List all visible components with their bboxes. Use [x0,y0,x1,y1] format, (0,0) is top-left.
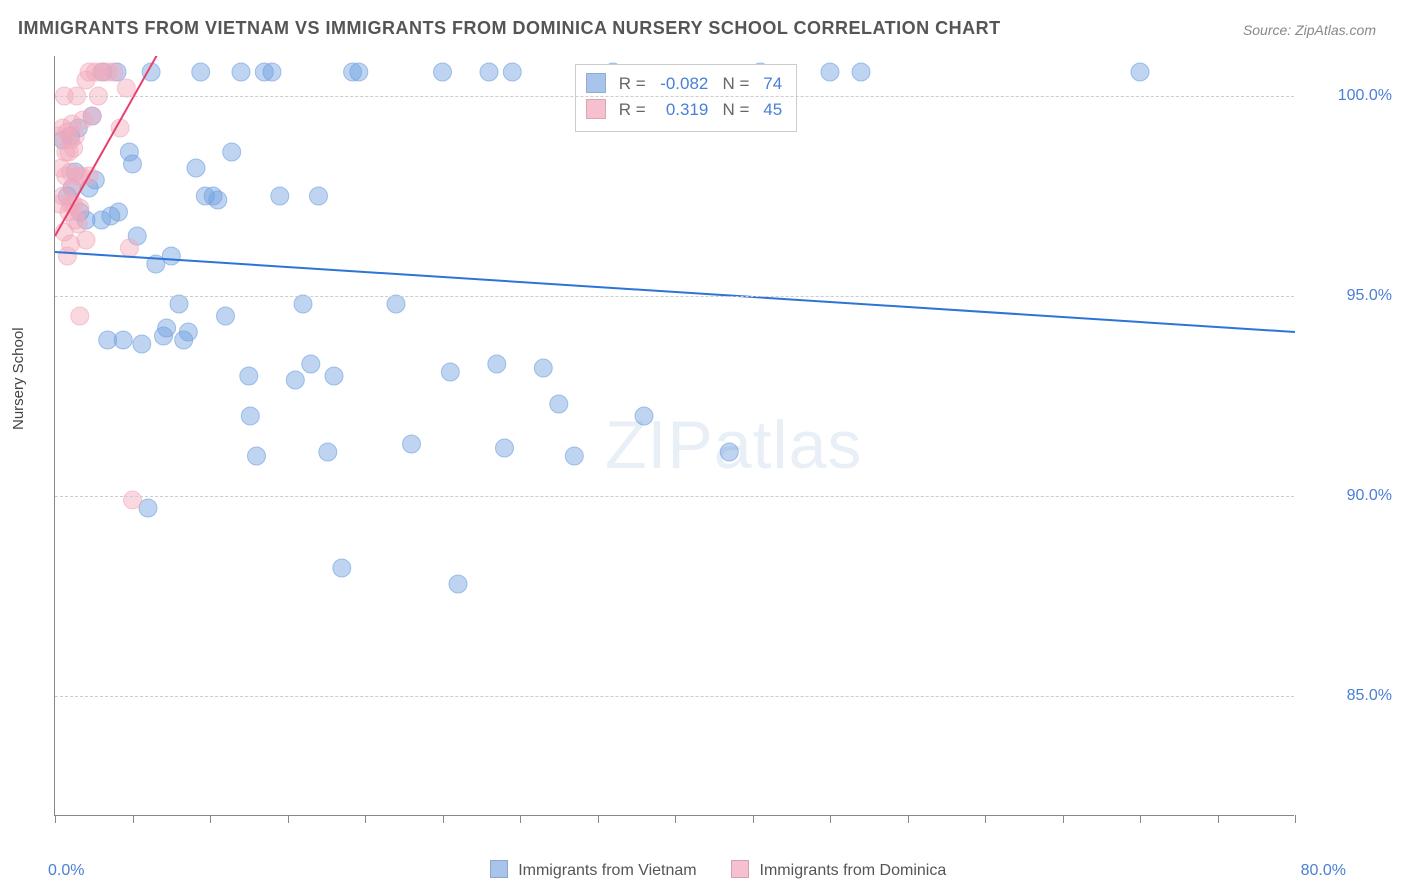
data-point [209,191,227,209]
data-point [496,439,514,457]
x-tick [908,815,909,823]
data-point [821,63,839,81]
data-point [550,395,568,413]
data-point [66,127,84,145]
watermark: ZIPatlas [605,406,862,484]
data-point [488,355,506,373]
data-point [403,435,421,453]
data-point [124,491,142,509]
y-axis-label: Nursery School [10,327,27,430]
regression-line [55,252,1295,332]
stats-legend: R = -0.082 N = 74 R = 0.319 N = 45 [575,64,797,132]
data-point [1131,63,1149,81]
data-point [565,447,583,465]
r-value-vietnam: -0.082 [650,71,708,97]
gridline [55,296,1294,297]
data-point [223,143,241,161]
data-point [449,575,467,593]
x-tick [1063,815,1064,823]
data-point [263,63,281,81]
data-point [271,187,289,205]
data-point [302,355,320,373]
data-point [83,107,101,125]
legend-swatch-vietnam [586,73,606,93]
gridline [55,496,1294,497]
data-point [124,155,142,173]
data-point [333,559,351,577]
n-value-dominica: 45 [754,97,782,123]
data-point [248,447,266,465]
n-value-vietnam: 74 [754,71,782,97]
y-tick-label: 85.0% [1347,687,1392,705]
data-point [179,323,197,341]
x-tick [830,815,831,823]
y-tick-label: 95.0% [1347,287,1392,305]
x-tick [55,815,56,823]
x-tick [985,815,986,823]
watermark-atlas: atlas [714,407,863,483]
data-point [241,407,259,425]
data-point [170,295,188,313]
data-point [441,363,459,381]
bottom-legend: Immigrants from Vietnam Immigrants from … [0,860,1406,880]
y-tick-label: 90.0% [1347,487,1392,505]
data-point [240,367,258,385]
x-tick [288,815,289,823]
stats-legend-row: R = -0.082 N = 74 [586,71,782,97]
plot-area: R = -0.082 N = 74 R = 0.319 N = 45 ZIPat… [54,56,1294,816]
data-point [71,307,89,325]
stats-legend-row: R = 0.319 N = 45 [586,97,782,123]
data-point [534,359,552,377]
x-tick [1218,815,1219,823]
data-point [105,63,123,81]
x-tick [210,815,211,823]
x-tick [520,815,521,823]
data-point [158,319,176,337]
x-tick [675,815,676,823]
data-point [77,231,95,249]
data-point [192,63,210,81]
data-point [120,239,138,257]
legend-swatch-dominica [586,99,606,119]
data-point [434,63,452,81]
legend-label-dominica: Immigrants from Dominica [760,862,947,879]
x-tick [365,815,366,823]
data-point [114,331,132,349]
data-point [286,371,304,389]
data-point [294,295,312,313]
chart-title: IMMIGRANTS FROM VIETNAM VS IMMIGRANTS FR… [18,18,1001,39]
source-label: Source: ZipAtlas.com [1243,22,1376,38]
data-point [387,295,405,313]
x-tick [753,815,754,823]
data-point [217,307,235,325]
data-point [310,187,328,205]
data-point [133,335,151,353]
data-point [350,63,368,81]
watermark-zip: ZIP [605,407,714,483]
gridline [55,696,1294,697]
data-point [187,159,205,177]
r-value-dominica: 0.319 [650,97,708,123]
x-tick [1140,815,1141,823]
data-point [852,63,870,81]
x-tick [133,815,134,823]
legend-swatch-dominica-bottom [731,860,749,878]
data-point [503,63,521,81]
y-tick-label: 100.0% [1338,87,1392,105]
data-point [480,63,498,81]
data-point [110,203,128,221]
data-point [162,247,180,265]
x-tick [598,815,599,823]
data-point [319,443,337,461]
legend-swatch-vietnam-bottom [490,860,508,878]
data-point [69,215,87,233]
data-point [232,63,250,81]
x-tick [1295,815,1296,823]
x-tick [443,815,444,823]
legend-label-vietnam: Immigrants from Vietnam [518,862,696,879]
data-point [117,79,135,97]
gridline [55,96,1294,97]
data-point [325,367,343,385]
